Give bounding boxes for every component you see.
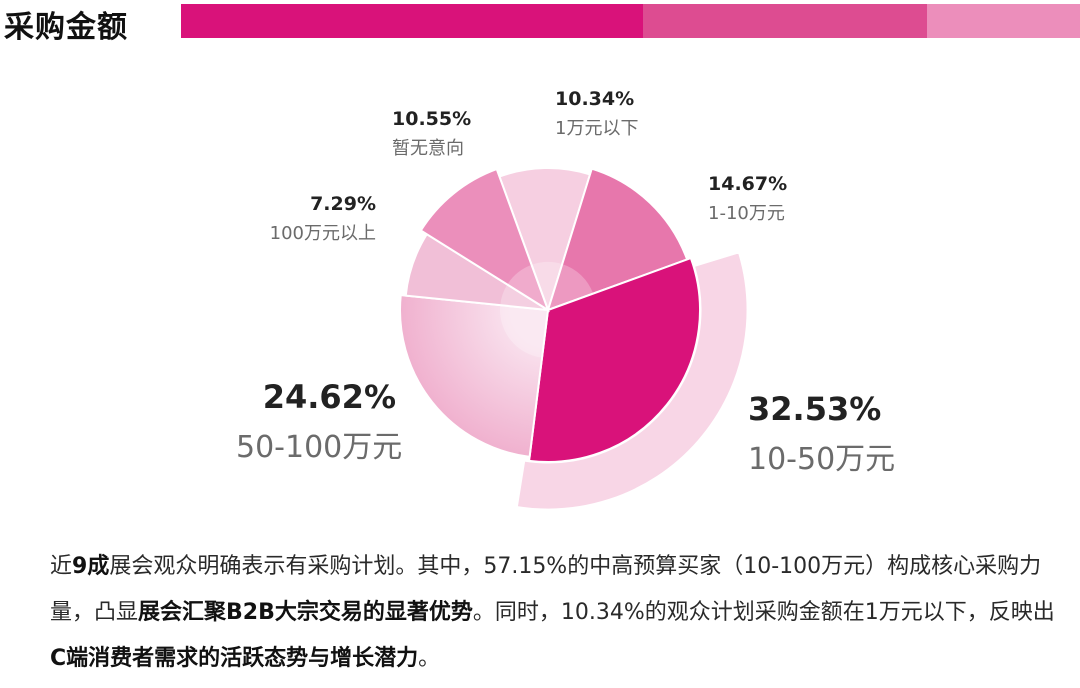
summary-text-2: 展会观众明确表示有采购计划。其中，57.15%的中高预算买家（10-100万元）… <box>50 554 1042 625</box>
label-under-1w-percent: 10.34% <box>555 88 635 110</box>
slice-under-1w <box>498 167 592 314</box>
label-under-1w-category: 1万元以下 <box>555 118 639 139</box>
summary-highlight-3: C端消费者需求的活跃态势与增长潜力 <box>50 646 419 671</box>
label-10-50w: 32.53% 10-50万元 <box>748 390 895 478</box>
label-over-100w: 7.29% 100万元以上 <box>230 193 376 245</box>
label-under-1w: 10.34% 1万元以下 <box>555 88 638 140</box>
label-50-100w: 24.62% 50-100万元 <box>236 378 403 466</box>
title-bar-segment-2 <box>643 4 927 38</box>
title-bar-segment-3 <box>927 4 1080 38</box>
slice-50-100w <box>399 294 550 458</box>
label-50-100w-percent: 24.62% <box>262 378 396 416</box>
slice-no-intent-inner-shade <box>507 264 548 310</box>
summary-text-3: 。同时，10.34%的观众计划采购金额在1万元以下，反映出 <box>472 600 1055 625</box>
label-1-10w-percent: 14.67% <box>708 173 788 195</box>
summary-text-1: 近 <box>50 554 73 579</box>
slice-no-intent <box>419 167 550 313</box>
label-no-intent-percent: 10.55% <box>392 108 472 130</box>
page-title: 采购金额 <box>4 10 128 45</box>
label-over-100w-category: 100万元以上 <box>269 223 376 244</box>
label-1-10w-category: 1-10万元 <box>708 203 785 224</box>
label-no-intent-category: 暂无意向 <box>392 138 464 159</box>
summary-highlight-2: 展会汇聚B2B大宗交易的显著优势 <box>138 600 473 625</box>
slice-1-10w <box>546 167 689 312</box>
title-bar-segment-1 <box>181 4 643 38</box>
summary-paragraph: 近9成展会观众明确表示有采购计划。其中，57.15%的中高预算买家（10-100… <box>50 544 1070 682</box>
label-50-100w-category: 50-100万元 <box>236 430 403 465</box>
pie-chart <box>399 167 750 512</box>
slice-10-50w <box>527 256 701 463</box>
slice-1-10w-inner-shade <box>548 264 594 310</box>
summary-text-4: 。 <box>418 646 441 671</box>
label-no-intent: 10.55% 暂无意向 <box>392 108 471 160</box>
slice-50-100w-inner-shade <box>499 305 548 358</box>
label-1-10w: 14.67% 1-10万元 <box>708 173 787 225</box>
label-over-100w-percent: 7.29% <box>310 193 376 215</box>
slice-over-100w-inner-shade <box>500 284 548 310</box>
slice-under-1w-inner-shade <box>531 261 563 310</box>
label-10-50w-category: 10-50万元 <box>748 442 896 477</box>
label-10-50w-percent: 32.53% <box>748 390 882 428</box>
summary-highlight-1: 9成 <box>72 554 110 579</box>
